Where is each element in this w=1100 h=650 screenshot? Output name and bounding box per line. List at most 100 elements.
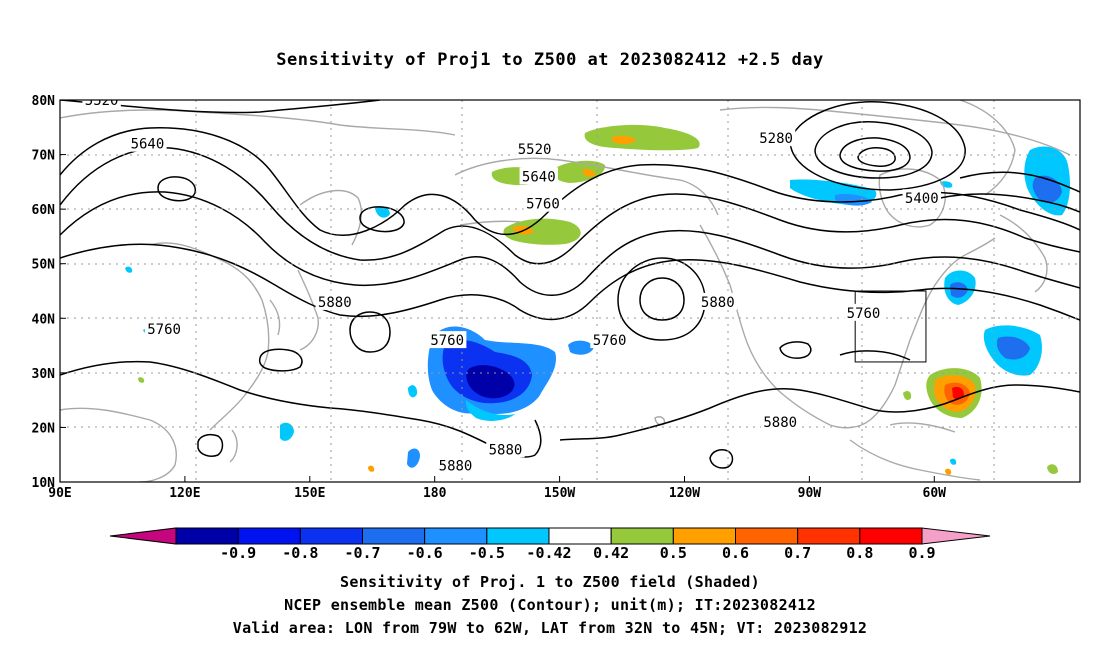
- contour-5640-asia-low: [157, 176, 197, 202]
- contour-label-bg: [486, 440, 525, 458]
- shade-green-caribbean2: [903, 390, 912, 401]
- contour-5280-low-core: [857, 147, 896, 167]
- coast-alaska: [454, 157, 719, 216]
- contour-label: 5880: [701, 295, 735, 311]
- colorbar-box: [610, 527, 674, 545]
- shade-orange-alaska: [582, 169, 596, 177]
- contour-label-bg: [761, 412, 800, 430]
- contour-label: 5280: [759, 131, 793, 147]
- lon-label: 60W: [923, 486, 947, 501]
- shade-cyan-small3: [407, 448, 420, 468]
- coast-east-us: [909, 237, 996, 341]
- lon-label: 180: [423, 486, 447, 501]
- lon-label: 150E: [294, 486, 325, 501]
- contour-5280-low-outer: [789, 101, 966, 191]
- contour-label: 5760: [147, 322, 181, 338]
- contour-label-bg: [144, 320, 184, 338]
- contour-5880-west: [60, 243, 1080, 321]
- colorbar-label: -0.9: [220, 544, 256, 562]
- contour-label-bg: [590, 331, 629, 349]
- shade-red-caribbean: [952, 386, 964, 400]
- lat-label: 60N: [32, 203, 56, 218]
- colorbar-box: [486, 527, 550, 545]
- contour-label-bg: [515, 140, 554, 158]
- colorbar-label: 0.6: [722, 544, 749, 562]
- shade-cyan-small4: [408, 385, 418, 398]
- colorbar: -0.9 -0.8 -0.7 -0.6 -0.5 -0.42 0.42 0.5 0.6 0.7 0.…: [109, 527, 991, 562]
- lat-label: 50N: [32, 258, 56, 273]
- contour-5640-mid: [60, 146, 1080, 265]
- contour-label: 5520: [518, 142, 552, 158]
- shade-green-small: [138, 377, 145, 383]
- contour-5760-west: [60, 191, 1080, 296]
- contour-5640-kamchatka-low: [359, 206, 405, 233]
- graticule: [60, 100, 1080, 482]
- contour-label-bg: [902, 189, 941, 207]
- contour-label: 5400: [905, 191, 939, 207]
- latitude-labels: 80N 70N 60N 50N 40N 30N 20N 10N: [32, 94, 66, 491]
- caption-shading: Sensitivity of Proj. 1 to Z500 field (Sh…: [340, 573, 760, 591]
- contour-label: 5760: [847, 306, 881, 322]
- shade-blue-small1: [568, 340, 594, 355]
- contour-label-bg: [82, 100, 121, 108]
- contour-label-bg: [756, 129, 796, 147]
- colorbar-box: [735, 527, 799, 545]
- contour-5880-natl: [839, 350, 911, 361]
- shade-green-bering: [503, 218, 581, 245]
- colorbar-label: -0.6: [407, 544, 443, 562]
- shade-orange-small2: [945, 468, 952, 475]
- shade-green-small2: [1047, 464, 1058, 475]
- lon-label: 120E: [169, 486, 200, 501]
- contour-label: 5880: [439, 459, 473, 475]
- contour-5880-small3: [709, 449, 734, 469]
- shade-cyan-small5: [375, 206, 390, 218]
- coast-siberia-arctic: [60, 109, 456, 136]
- contour-label: 5520: [85, 93, 119, 109]
- caption-valid-area: Valid area: LON from 79W to 62W, LAT fro…: [232, 619, 868, 637]
- contour-5880-south: [60, 360, 542, 458]
- contour-label-bg: [128, 134, 167, 152]
- contour-5880-east: [559, 384, 1080, 441]
- contour-5400-east: [959, 171, 1080, 193]
- map-title: Sensitivity of Proj1 to Z500 at 20230824…: [276, 50, 824, 70]
- contour-label-bg: [519, 167, 558, 185]
- contour-label-bg: [436, 456, 475, 474]
- lat-label: 80N: [32, 94, 56, 109]
- shade-green-arctic: [584, 124, 700, 151]
- contour-label-bg: [844, 303, 883, 321]
- coast-greenland: [959, 100, 1016, 196]
- colorbar-label: 0.9: [908, 544, 935, 562]
- contour-label: 5880: [763, 415, 797, 431]
- colorbar-box: [362, 527, 426, 545]
- valid-area-box: [854, 290, 927, 363]
- plot-area: 5520 5640 5760 5880 5760 5880 5520 5640 5760 5880…: [60, 93, 1080, 482]
- lat-label: 30N: [32, 367, 56, 382]
- shade-orange-arctic: [612, 135, 636, 144]
- lon-label: 120W: [669, 486, 700, 501]
- longitude-labels: 90E 120E 150E 180 150W 120W 90W 60W: [48, 476, 946, 501]
- shade-blue-atlantic: [996, 336, 1030, 360]
- contour-5640-north: [60, 127, 1080, 236]
- shade-orange-small: [368, 465, 375, 472]
- lat-label: 70N: [32, 149, 56, 164]
- coast-arctic-canada: [719, 106, 1071, 156]
- contour-5280-low-mid: [814, 121, 933, 179]
- sensitivity-shading: [125, 124, 1070, 475]
- contour-label: 5880: [318, 295, 352, 311]
- colorbar-max-arrow: [921, 527, 991, 545]
- caption-contour: NCEP ensemble mean Z500 (Contour); unit(…: [284, 596, 816, 614]
- colorbar-label: 0.42: [593, 544, 629, 562]
- lat-label: 10N: [32, 476, 56, 491]
- contour-5520-east: [939, 193, 1080, 213]
- contour-label-bg: [315, 292, 354, 310]
- contour-label-bg: [523, 194, 563, 212]
- contour-label: 5760: [430, 333, 464, 349]
- contour-label: 5880: [489, 442, 523, 458]
- coast-gulf: [829, 339, 911, 429]
- contour-label-bg: [427, 331, 467, 349]
- coast-aleutians: [459, 220, 521, 226]
- colorbar-box: [859, 527, 923, 545]
- contour-label: 5760: [593, 333, 627, 349]
- contour-5760-pac-low: [349, 311, 391, 353]
